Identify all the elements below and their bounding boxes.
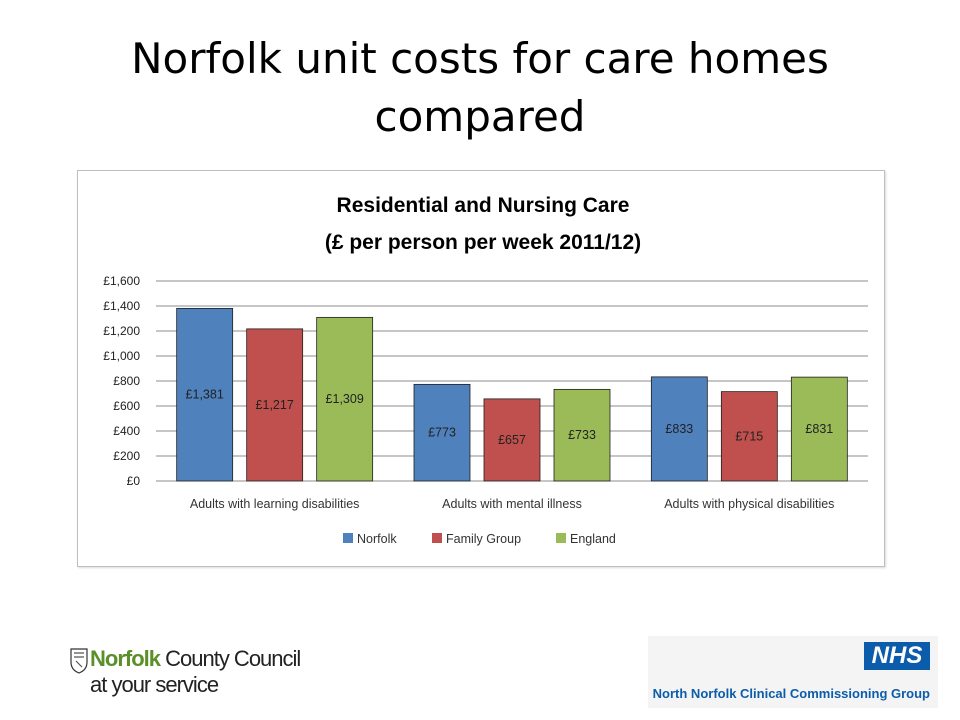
council-crest-icon bbox=[70, 648, 88, 674]
bar bbox=[650, 376, 708, 482]
category-label: Adults with mental illness bbox=[442, 497, 582, 511]
data-label: £1,381 bbox=[186, 388, 224, 402]
council-name: Norfolk County Council bbox=[90, 646, 301, 672]
slide-title-line-2: compared bbox=[374, 92, 586, 141]
legend-swatch bbox=[556, 533, 566, 543]
nhs-badge: NHS bbox=[864, 642, 930, 670]
y-tick-label: £600 bbox=[113, 399, 140, 413]
bar bbox=[316, 316, 374, 482]
bar bbox=[246, 328, 304, 482]
legend-label: Family Group bbox=[446, 532, 521, 546]
y-tick-label: £1,400 bbox=[103, 299, 140, 313]
data-label: £715 bbox=[735, 429, 763, 443]
bar bbox=[413, 383, 471, 482]
data-label: £657 bbox=[498, 433, 526, 447]
y-tick-label: £1,600 bbox=[103, 274, 140, 288]
y-tick-label: £0 bbox=[127, 474, 141, 488]
council-name-rest: County Council bbox=[160, 646, 301, 671]
bar bbox=[553, 388, 611, 482]
category-label: Adults with learning disabilities bbox=[190, 497, 360, 511]
category-label: Adults with physical disabilities bbox=[664, 497, 834, 511]
data-label: £831 bbox=[805, 422, 833, 436]
data-label: £733 bbox=[568, 428, 596, 442]
bar-chart: Residential and Nursing Care (£ per pers… bbox=[103, 194, 868, 546]
nhs-org-name: North Norfolk Clinical Commissioning Gro… bbox=[652, 686, 930, 701]
council-tagline: at your service bbox=[90, 672, 219, 697]
y-tick-label: £1,000 bbox=[103, 349, 140, 363]
y-tick-label: £800 bbox=[113, 374, 140, 388]
data-label: £1,217 bbox=[256, 398, 294, 412]
bar bbox=[483, 398, 541, 482]
slide-title-line-1: Norfolk unit costs for care homes bbox=[131, 34, 829, 83]
data-label: £773 bbox=[428, 426, 456, 440]
chart-frame: Residential and Nursing Care (£ per pers… bbox=[77, 170, 885, 567]
norfolk-county-council-logo: Norfolk County Council at your service bbox=[70, 644, 301, 704]
legend-label: Norfolk bbox=[357, 532, 397, 546]
y-tick-label: £200 bbox=[113, 449, 140, 463]
data-label: £833 bbox=[665, 422, 693, 436]
nhs-logo-block: NHS North Norfolk Clinical Commissioning… bbox=[648, 636, 938, 708]
chart-title-line-1: Residential and Nursing Care bbox=[337, 194, 630, 217]
y-tick-label: £1,200 bbox=[103, 324, 140, 338]
legend-swatch bbox=[432, 533, 442, 543]
bar bbox=[790, 376, 848, 482]
bar bbox=[176, 307, 234, 482]
legend-label: England bbox=[570, 532, 616, 546]
slide-title: Norfolk unit costs for care homes compar… bbox=[0, 30, 960, 146]
chart-title-line-2: (£ per person per week 2011/12) bbox=[325, 231, 641, 254]
bar bbox=[720, 391, 778, 482]
council-name-bold: Norfolk bbox=[90, 646, 161, 671]
y-tick-label: £400 bbox=[113, 424, 140, 438]
data-label: £1,309 bbox=[326, 392, 364, 406]
legend-swatch bbox=[343, 533, 353, 543]
